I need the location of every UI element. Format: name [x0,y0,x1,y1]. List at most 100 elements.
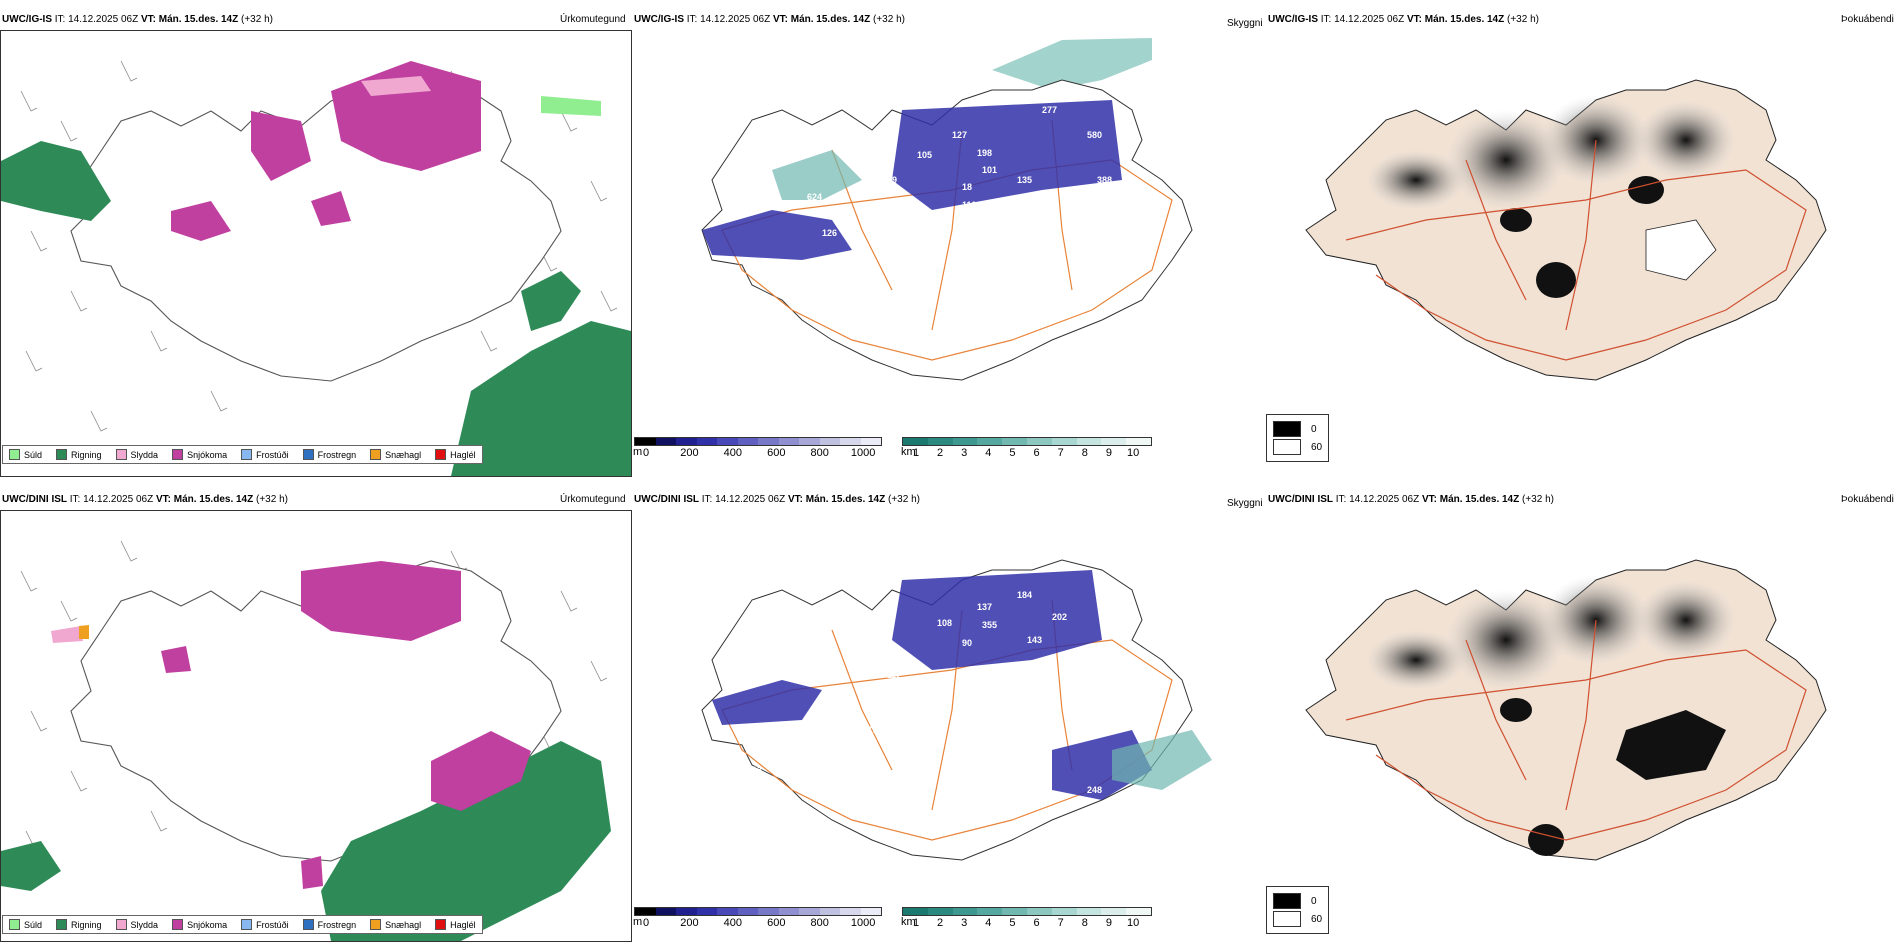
scale-color-step [1026,438,1052,445]
it-label: IT: [1320,14,1332,25]
vt-value: Mán. 15.des. 14Z [805,494,886,505]
scale-color-step [655,908,676,915]
ceiling-value-label: 184 [1017,590,1033,600]
scale-tick-label: 10 [1126,447,1140,459]
panel-header: UWC/IG-IS IT: 14.12.2025 06Z VT: Mán. 15… [1268,14,1539,25]
legend-item: Frostúði [241,919,289,930]
visibility-scale-bar [902,907,1152,916]
precip-map [0,30,632,477]
scale-tick-label: 1000 [850,917,876,929]
it-label: IT: [701,494,713,505]
scale-color-step [778,908,799,915]
it-value: 14.12.2025 06Z [1334,14,1405,25]
scale-color-step [1051,908,1077,915]
ceiling-value-label: 108 [937,618,953,628]
legend-item: Snæhagl [370,919,421,930]
legend-item: Snjókoma [172,919,227,930]
scale-tick-label: 9 [1105,917,1113,929]
scale-color-step [635,908,656,915]
legend-swatch [370,449,382,460]
visibility-area-west [772,150,862,200]
sleet-area-westfjords [51,626,83,643]
panel-title: Úrkomutegund [560,14,626,25]
scale-tick-label: 200 [680,917,699,929]
ceiling-value-label: 82 [937,680,948,690]
scale-color-step [1101,438,1127,445]
legend-swatch [172,449,184,460]
snow-area-north [301,561,461,641]
panel-title: Úrkomutegund [560,494,626,505]
scale-color-step [860,908,881,915]
vt-label: VT: [787,494,803,505]
model-name: UWC/DINI ISL [634,494,699,505]
legend-label: Rigning [71,919,102,930]
scale-tick-label: 5 [1009,447,1016,459]
scale-color-step [903,438,928,445]
ceiling-value-label: 388 [1097,175,1113,185]
fog-key-label: 0 [1311,423,1317,435]
scale-color-step [977,908,1003,915]
lead-time: (+32 h) [888,494,920,505]
snow-area-northwest [251,111,311,181]
ceiling-value-label: 53 [932,210,943,220]
fog-road-network [1345,139,1807,361]
legend-swatch [9,919,20,930]
scale-tick-label: 4 [985,917,992,929]
ceiling-value-label: 137 [977,602,993,612]
it-label: IT: [69,494,81,505]
ceiling-value-label: 277 [1042,105,1058,115]
legend-label: Súld [24,919,43,930]
scale-color-step [952,438,978,445]
ceiling-value-label: 158 [837,210,853,220]
legend-item: Haglél [435,919,476,930]
scale-color-step [635,438,656,445]
low-ceiling-area-north [892,570,1102,670]
scale-color-step [1026,908,1052,915]
drizzle-area-northeast [541,96,601,116]
ceiling-value-label: 143 [1027,635,1043,645]
legend-label: Snæhagl [385,449,422,460]
height-scale: m 0 200 400 600 800 1000 [633,907,882,930]
scale-tick-label: 600 [767,447,786,459]
ceiling-value-label: 83 [727,765,738,775]
fog-road-network [1345,619,1807,841]
fog-key: 0 60 [1266,886,1330,934]
scale-color-step [758,908,779,915]
scale-tick-label: 7 [1057,917,1064,929]
ceiling-value-label: 248 [1087,785,1103,795]
ceiling-value-label: 309 [1062,90,1078,100]
legend-swatch [56,919,68,930]
scale-tick-label: 2 [937,917,944,929]
scale-tick-label: 10 [1126,917,1140,929]
visibility-scale: km 1 2 3 4 5 6 7 8 9 10 [901,437,1152,460]
ceiling-value-label: 126 [822,228,838,238]
ceiling-value-label: 124 [902,745,918,755]
vt-label: VT: [140,14,156,25]
scale-color-step [819,908,840,915]
scale-tick-label: 1 [912,917,920,929]
legend-swatch [370,919,382,930]
scale-color-step [1002,438,1027,445]
ceiling-map [701,559,1212,861]
panel-header: UWC/DINI ISL IT: 14.12.2025 06Z VT: Mán.… [634,494,920,505]
legend-label: Frostúði [256,919,289,930]
ceiling-panel-row2: UWC/DINI ISL IT: 14.12.2025 06Z VT: Mán.… [632,492,1330,952]
legend-item: Rigning [56,449,102,460]
snow-area-east [311,191,351,226]
rain-area-southwest [1,841,61,891]
ceiling-value-label: 135 [1017,175,1033,185]
ceiling-map [701,38,1193,381]
scale-color-step [799,908,820,915]
scale-tick-label: 400 [723,917,743,929]
scale-tick-label: 800 [810,447,829,459]
scale-color-step [1126,438,1151,445]
it-value: 14.12.2025 06Z [700,14,771,25]
fog-map [1305,559,1827,861]
scale-tick-label: 8 [1081,917,1088,929]
rain-area-west [1,141,111,221]
fog-key-label: 60 [1311,913,1323,925]
scale-color-step [1126,908,1151,915]
model-name: UWC/IG-IS [1268,14,1318,25]
model-name: UWC/IG-IS [634,14,684,25]
fog-panel-row2: UWC/DINI ISL IT: 14.12.2025 06Z VT: Mán.… [1266,492,1896,952]
